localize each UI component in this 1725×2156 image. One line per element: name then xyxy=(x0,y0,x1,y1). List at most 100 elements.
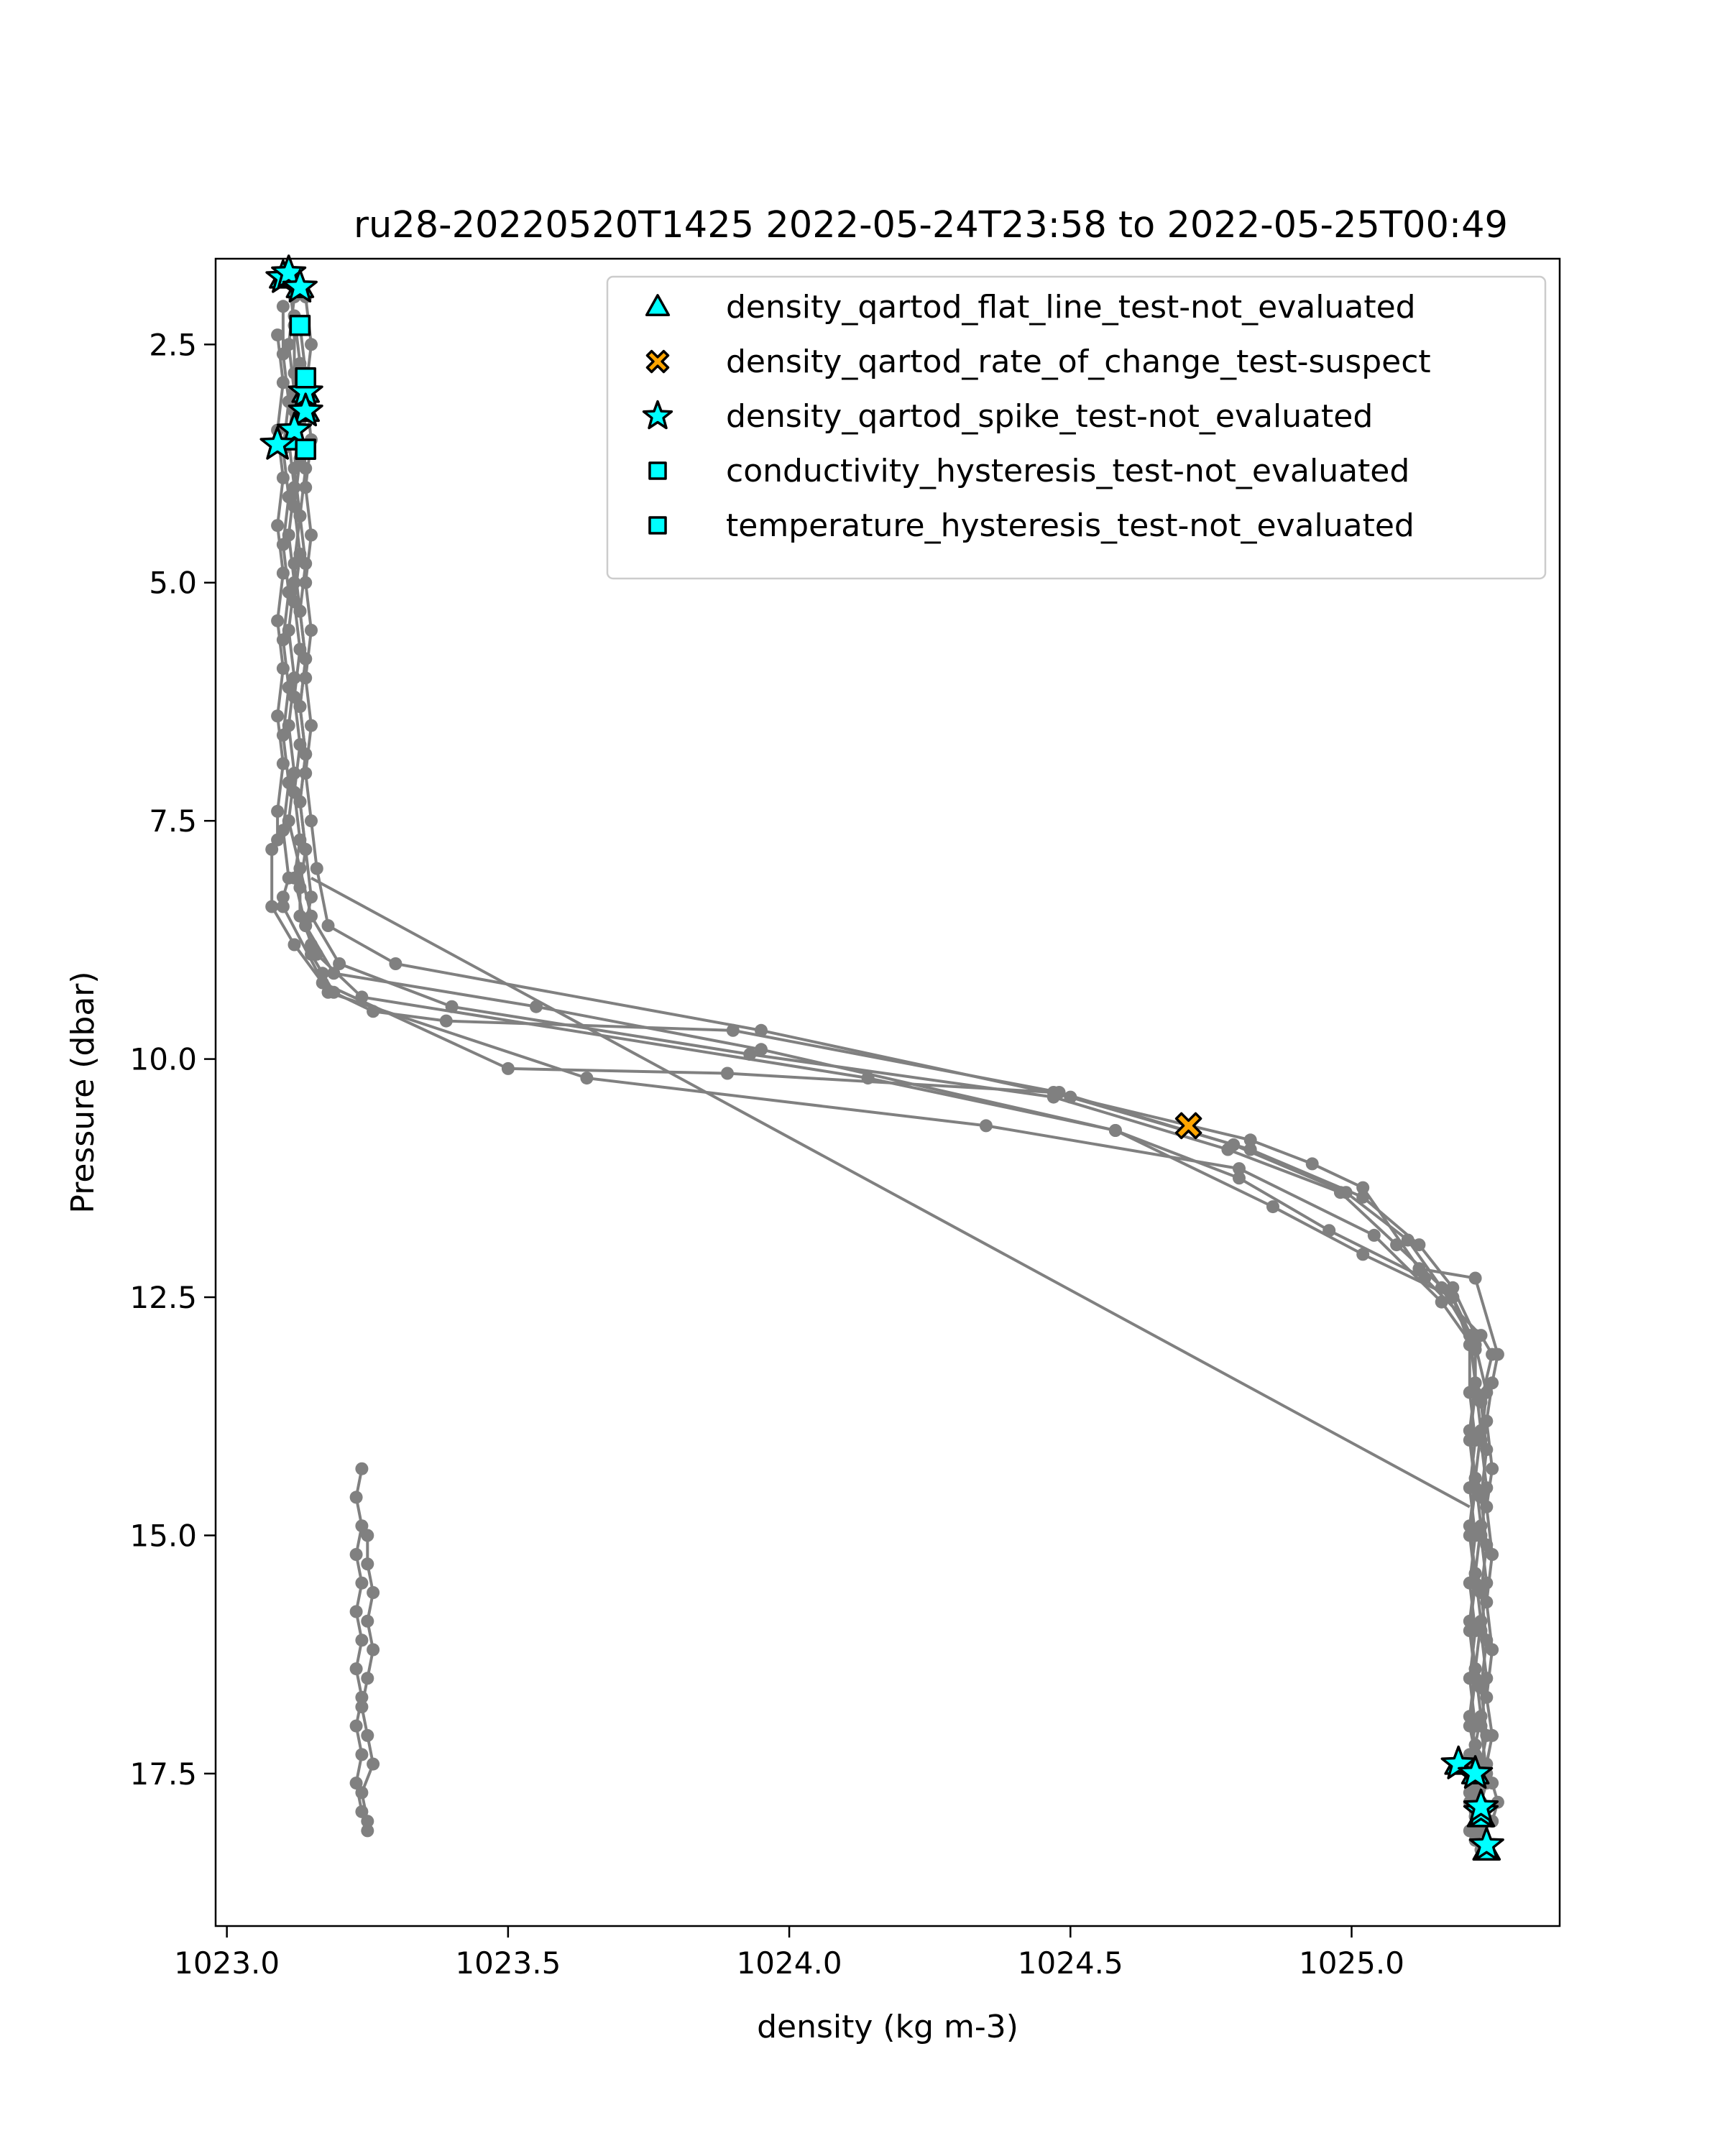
profile-point xyxy=(1243,1143,1257,1156)
profile-point xyxy=(299,766,313,780)
x-tick-label: 1023.0 xyxy=(174,1945,280,1981)
profile-point xyxy=(355,1786,369,1800)
profile-point xyxy=(1463,1519,1476,1533)
profile-point xyxy=(276,566,290,580)
profile-line-9 xyxy=(310,876,1471,1508)
profile-point xyxy=(1468,1567,1482,1580)
profile-point xyxy=(349,1491,363,1504)
profile-point xyxy=(293,833,307,847)
profile-point xyxy=(282,338,295,351)
profile-point xyxy=(1468,1738,1482,1752)
profile-point xyxy=(1356,1181,1370,1194)
profile-point xyxy=(367,1643,380,1657)
profile-lines xyxy=(265,271,1504,1856)
profile-point xyxy=(1474,1395,1488,1409)
profile-point xyxy=(1305,1157,1319,1171)
profile-point xyxy=(349,1548,363,1561)
profile-point xyxy=(349,1777,363,1790)
profile-point xyxy=(321,919,335,932)
y-axis-ticks: 2.5 5.0 7.5 10.0 12.5 15.0 17.5 xyxy=(129,327,216,1792)
profile-point xyxy=(288,499,301,513)
square-marker xyxy=(295,367,316,389)
profile-point xyxy=(282,490,295,504)
profile-point xyxy=(1356,1248,1370,1261)
profile-point xyxy=(271,804,285,818)
profile-point xyxy=(333,957,346,970)
legend-entry-label: temperature_hysteresis_test-not_evaluate… xyxy=(726,507,1414,544)
profile-point xyxy=(1468,1471,1482,1485)
y-tick-label: 2.5 xyxy=(149,327,197,362)
profile-point xyxy=(361,1815,374,1828)
star-marker xyxy=(1458,1755,1494,1789)
profile-point xyxy=(389,957,402,970)
profile-point xyxy=(288,690,301,704)
profile-point xyxy=(288,938,301,952)
profile-point xyxy=(1486,1376,1499,1390)
profile-point xyxy=(1474,1329,1488,1342)
profile-point xyxy=(1474,1491,1488,1504)
profile-point xyxy=(276,662,290,676)
x-axis-label: density (kg m-3) xyxy=(757,2009,1018,2045)
profile-point xyxy=(1486,1548,1499,1561)
profile-point xyxy=(293,356,307,370)
profile-line-8 xyxy=(304,296,1499,1822)
profile-point xyxy=(1486,1462,1499,1475)
profile-point xyxy=(361,1529,374,1542)
x-tick-label: 1023.5 xyxy=(455,1945,561,1981)
profile-point xyxy=(276,824,290,837)
x-axis-ticks: 1023.0 1023.5 1024.0 1024.5 1025.0 xyxy=(174,1926,1404,1981)
profile-point xyxy=(1435,1295,1448,1309)
profile-point xyxy=(367,1757,380,1771)
profile-point xyxy=(305,909,318,923)
qc-flag-markers xyxy=(259,254,1504,1861)
star-marker xyxy=(1468,1826,1504,1861)
profile-point xyxy=(361,1728,374,1742)
profile-point xyxy=(580,1072,594,1085)
legend-star-icon xyxy=(642,400,673,430)
profile-point xyxy=(355,1690,369,1704)
profile-point xyxy=(271,709,285,723)
profile-point xyxy=(439,1014,453,1028)
profile-point xyxy=(349,1605,363,1618)
profile-point xyxy=(1463,1424,1476,1437)
y-tick-label: 12.5 xyxy=(129,1280,197,1315)
profile-point xyxy=(288,786,301,799)
x-marker xyxy=(1174,1112,1202,1140)
profile-point xyxy=(361,1614,374,1628)
profile-point xyxy=(310,862,323,875)
profile-point xyxy=(1108,1124,1122,1137)
legend-square-icon xyxy=(648,516,667,535)
profile-point xyxy=(265,900,279,913)
profile-point xyxy=(299,576,313,589)
profile-point xyxy=(265,842,279,856)
profile-point xyxy=(1412,1238,1426,1252)
profile-point xyxy=(271,833,285,847)
profile-point xyxy=(1486,1777,1499,1790)
profile-point xyxy=(1463,1614,1476,1628)
profile-point xyxy=(1468,1376,1482,1390)
profile-point xyxy=(288,871,301,885)
profile-point xyxy=(299,842,313,856)
profile-point xyxy=(271,614,285,627)
legend-entry-label: density_qartod_spike_test-not_evaluated xyxy=(726,398,1373,435)
profile-point xyxy=(1266,1200,1279,1214)
legend-square-icon xyxy=(648,461,667,480)
profile-point xyxy=(1243,1133,1257,1147)
profile-point xyxy=(1418,1271,1432,1285)
profile-point xyxy=(276,471,290,484)
profile-point xyxy=(293,548,307,561)
profile-point xyxy=(355,1700,369,1714)
y-tick-label: 5.0 xyxy=(149,566,197,601)
plot-frame xyxy=(214,257,1561,1927)
profile-point xyxy=(271,519,285,533)
profile-point xyxy=(299,671,313,685)
profile-point xyxy=(361,1672,374,1685)
profile-line-6 xyxy=(270,334,1477,1817)
chart-title: ru28-20220520T1425 2022-05-24T23:58 to 2… xyxy=(354,204,1508,247)
profile-point xyxy=(1474,1681,1488,1695)
profile-point xyxy=(1480,1500,1494,1514)
profile-point xyxy=(367,1586,380,1599)
profile-point xyxy=(327,967,341,980)
y-tick-label: 10.0 xyxy=(129,1042,197,1077)
